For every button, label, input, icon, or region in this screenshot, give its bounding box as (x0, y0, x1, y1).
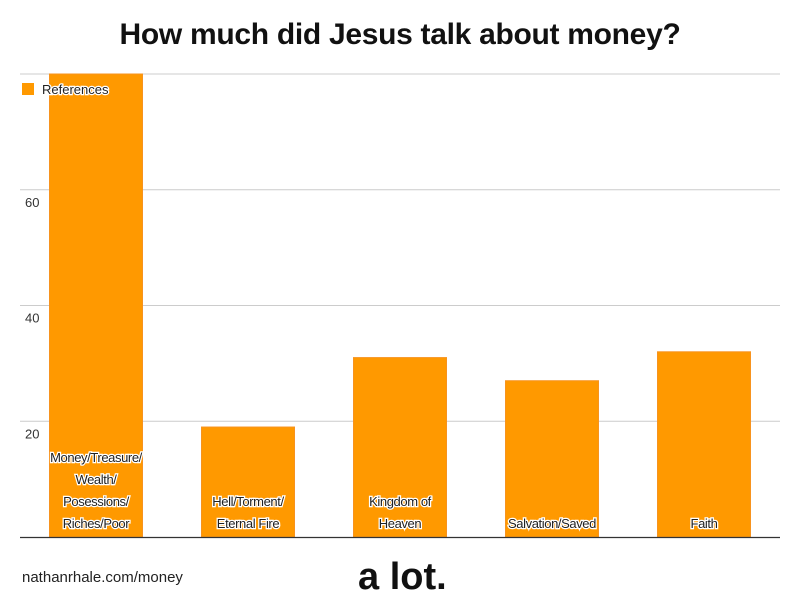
category-label-line: Riches/Poor (63, 516, 130, 531)
legend-swatch (22, 83, 34, 95)
category-label-line: Hell/Torment/ (212, 494, 284, 509)
tagline: a lot. (358, 556, 447, 598)
bar (49, 73, 143, 538)
y-tick-label: 40 (25, 311, 39, 326)
y-tick-label: 60 (25, 195, 39, 210)
category-label-line: Posessions/ (63, 494, 129, 509)
category-label: Faith (691, 516, 718, 531)
category-label: Salvation/Saved (508, 516, 596, 531)
category-label-line: Kingdom of (369, 494, 432, 509)
category-label: Hell/Torment/Eternal Fire (212, 494, 284, 531)
category-label-line: Money/Treasure/ (50, 450, 143, 465)
category-label-line: Salvation/Saved (508, 516, 596, 531)
bar (353, 357, 447, 538)
category-label-line: Wealth/ (75, 472, 117, 487)
category-label-line: Heaven (379, 516, 422, 531)
category-label-line: Eternal Fire (217, 516, 280, 531)
source-url: nathanrhale.com/money (22, 569, 183, 586)
bar (657, 351, 751, 538)
legend-label: References (42, 82, 109, 97)
y-tick-label: 20 (25, 426, 39, 441)
chart-title: How much did Jesus talk about money? (119, 18, 681, 51)
category-label: Money/Treasure/Wealth/Posessions/Riches/… (50, 450, 143, 531)
category-label: Kingdom of Heaven (369, 494, 432, 531)
bar (505, 380, 599, 538)
category-label-line: Faith (691, 516, 718, 531)
